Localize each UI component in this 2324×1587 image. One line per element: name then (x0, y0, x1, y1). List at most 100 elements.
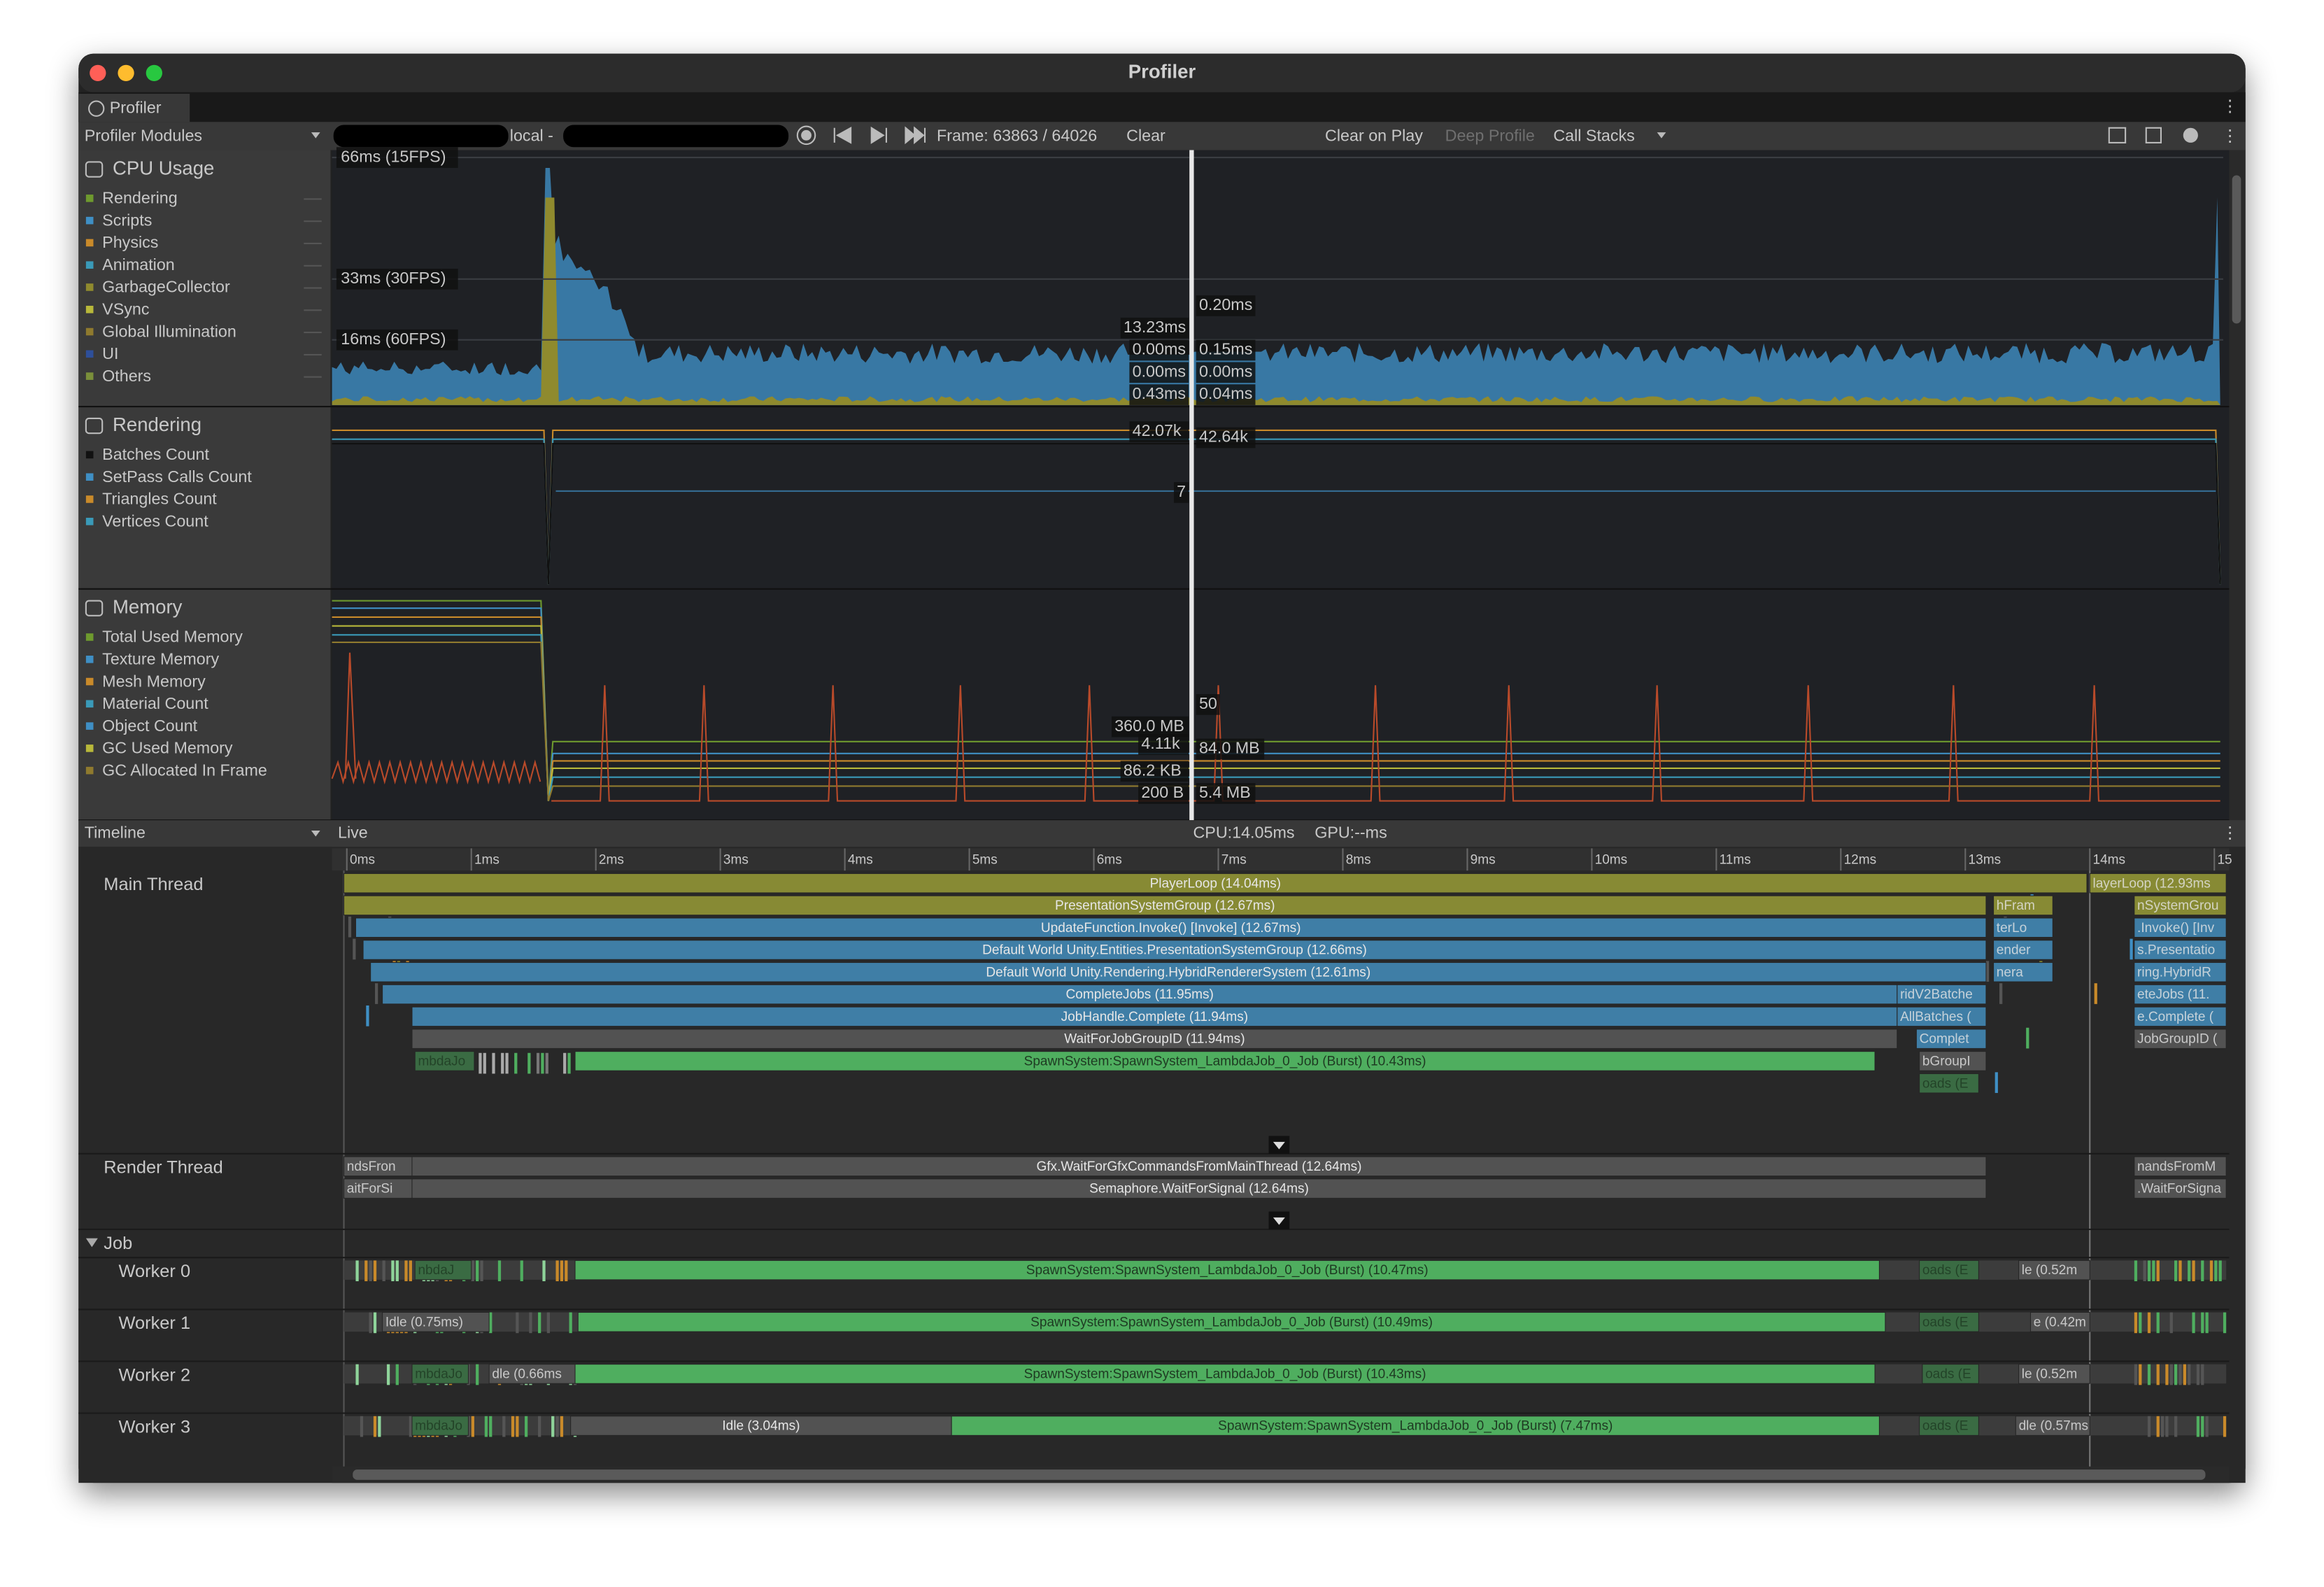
sample-bar[interactable] (2018, 1260, 2090, 1281)
sample-label[interactable]: oads (E (1922, 1076, 1969, 1091)
sample-label[interactable]: .WaitForSigna (2137, 1182, 2221, 1197)
sample-label[interactable]: dle (0.66ms (492, 1367, 562, 1382)
sample-label[interactable]: hFram (1997, 898, 2035, 913)
sample-label[interactable]: PresentationSystemGroup (12.67ms) (1055, 898, 1275, 913)
sample-bar[interactable] (2134, 895, 2227, 916)
sample-label[interactable]: nandsFromM (2137, 1159, 2216, 1174)
sample-bar[interactable] (2134, 1178, 2227, 1199)
legend-label[interactable]: Animation (102, 255, 175, 274)
module-title[interactable]: CPU Usage (113, 157, 214, 178)
module-title[interactable]: Memory (113, 595, 183, 617)
sample-bar[interactable] (574, 1051, 1876, 1071)
sample-label[interactable]: CompleteJobs (11.95ms) (1066, 987, 1214, 1002)
legend-label[interactable]: UI (102, 344, 118, 362)
sample-label[interactable]: nbdaJ (418, 1263, 454, 1278)
sample-bar[interactable] (1993, 940, 2053, 960)
sample-label[interactable]: layerLoop (12.93ms (2092, 876, 2210, 891)
current-frame-button[interactable] (905, 126, 926, 145)
view-dropdown[interactable]: Timeline (85, 823, 146, 841)
sample-label[interactable]: ridV2Batche (1900, 987, 1973, 1002)
sample-bar[interactable] (951, 1416, 1880, 1436)
sample-label[interactable]: Gfx.WaitForGfxCommandsFromMainThread (12… (1036, 1159, 1361, 1174)
sample-label[interactable]: SpawnSystem:SpawnSystem_LambdaJob_0_Job … (1024, 1367, 1426, 1382)
sample-bar[interactable] (2029, 1311, 2090, 1332)
sample-bar[interactable] (1993, 895, 2053, 916)
sample-label[interactable]: Default World Unity.Entities.Presentatio… (982, 943, 1367, 958)
toolbar-menu[interactable]: ⋮ (2222, 127, 2238, 145)
legend-label[interactable]: GarbageCollector (102, 278, 230, 296)
sample-bar[interactable] (1993, 961, 2053, 982)
sample-label[interactable]: aitForSi (347, 1182, 393, 1197)
prev-frame-button[interactable] (833, 126, 852, 144)
module-title[interactable]: Rendering (113, 414, 201, 435)
clear-on-play-toggle[interactable]: Clear on Play (1325, 127, 1423, 145)
sample-label[interactable]: ndsFron (347, 1159, 396, 1174)
sample-label[interactable]: UpdateFunction.Invoke() [Invoke] (12.67m… (1041, 921, 1301, 936)
sample-bar[interactable] (2134, 1006, 2227, 1027)
load-button[interactable] (2108, 127, 2127, 143)
deep-profile-toggle[interactable]: Deep Profile (1445, 127, 1535, 145)
sample-label[interactable]: AllBatches ( (1900, 1010, 1971, 1024)
legend-label[interactable]: Others (102, 367, 151, 385)
foldout-arrow[interactable] (85, 1238, 98, 1248)
sample-bar[interactable] (1919, 1260, 1979, 1281)
sample-bar[interactable] (1922, 1364, 1979, 1384)
sample-label[interactable]: SpawnSystem:SpawnSystem_LambdaJob_0_Job … (1026, 1263, 1429, 1278)
sample-label[interactable]: mbdaJo (415, 1367, 462, 1382)
sample-bar[interactable] (2089, 873, 2227, 894)
sample-label[interactable]: terLo (1997, 921, 2027, 936)
legend-label[interactable]: Mesh Memory (102, 672, 206, 690)
sample-label[interactable]: mbdaJo (418, 1055, 465, 1069)
zoom-button[interactable] (146, 64, 162, 82)
sample-bar[interactable] (414, 1260, 472, 1281)
sample-bar[interactable] (1897, 1006, 1987, 1027)
live-mode[interactable]: Live (338, 823, 368, 841)
sample-label[interactable]: e (0.42m (2034, 1315, 2086, 1329)
sample-label[interactable]: s.Presentatio (2137, 943, 2215, 958)
legend-label[interactable]: Vertices Count (102, 512, 208, 530)
call-stacks-toggle[interactable]: Call Stacks (1553, 127, 1635, 145)
sample-label[interactable]: WaitForJobGroupID (11.94ms) (1064, 1032, 1245, 1047)
legend-label[interactable]: SetPass Calls Count (102, 467, 252, 486)
legend-label[interactable]: Batches Count (102, 445, 209, 463)
target-selector[interactable]: local - (510, 127, 553, 145)
sample-label[interactable]: Idle (0.75ms) (385, 1315, 463, 1329)
legend-label[interactable]: Rendering (102, 189, 178, 207)
sample-label[interactable]: SpawnSystem:SpawnSystem_LambdaJob_0_Job … (1024, 1055, 1426, 1069)
sample-bar[interactable] (574, 1364, 1876, 1384)
tab-menu[interactable]: ⋮ (2222, 97, 2238, 115)
sample-label[interactable]: oads (E (1922, 1419, 1969, 1434)
sample-bar[interactable] (2134, 1156, 2227, 1177)
sample-bar[interactable] (1919, 1311, 1979, 1332)
h-scroll-thumb[interactable] (353, 1469, 2206, 1480)
sample-bar[interactable] (2134, 1029, 2227, 1049)
legend-label[interactable]: Physics (102, 233, 158, 251)
sample-bar[interactable] (362, 940, 1987, 960)
legend-label[interactable]: VSync (102, 299, 150, 318)
legend-label[interactable]: Triangles Count (102, 490, 217, 508)
sample-label[interactable]: oads (E (1922, 1315, 1969, 1329)
legend-label[interactable]: GC Allocated In Frame (102, 761, 267, 779)
sample-bar[interactable] (411, 1156, 1987, 1177)
record-button[interactable] (796, 125, 816, 146)
timeline-menu[interactable]: ⋮ (2222, 823, 2238, 841)
sample-label[interactable]: e.Complete ( (2137, 1010, 2214, 1024)
sample-label[interactable]: oads (E (1922, 1263, 1969, 1278)
sample-bar[interactable] (414, 1051, 475, 1071)
sample-bar[interactable] (1919, 1416, 1979, 1436)
legend-label[interactable]: Material Count (102, 694, 208, 712)
legend-label[interactable]: GC Used Memory (102, 739, 233, 757)
sample-bar[interactable] (411, 1178, 1987, 1199)
modules-dropdown[interactable]: Profiler Modules (85, 127, 202, 145)
sample-label[interactable]: oads (E (1925, 1367, 1971, 1382)
legend-label[interactable]: Total Used Memory (102, 628, 243, 646)
clear-button[interactable]: Clear (1126, 127, 1165, 145)
sample-label[interactable]: nSystemGrou (2137, 898, 2218, 913)
sample-label[interactable]: SpawnSystem:SpawnSystem_LambdaJob_0_Job … (1218, 1419, 1613, 1434)
sample-label[interactable]: Idle (3.04ms) (722, 1419, 800, 1434)
legend-label[interactable]: Scripts (102, 211, 152, 229)
sample-bar[interactable] (411, 1029, 1898, 1049)
legend-label[interactable]: Global Illumination (102, 322, 236, 340)
legend-label[interactable]: Texture Memory (102, 649, 219, 668)
sample-bar[interactable] (488, 1364, 576, 1384)
